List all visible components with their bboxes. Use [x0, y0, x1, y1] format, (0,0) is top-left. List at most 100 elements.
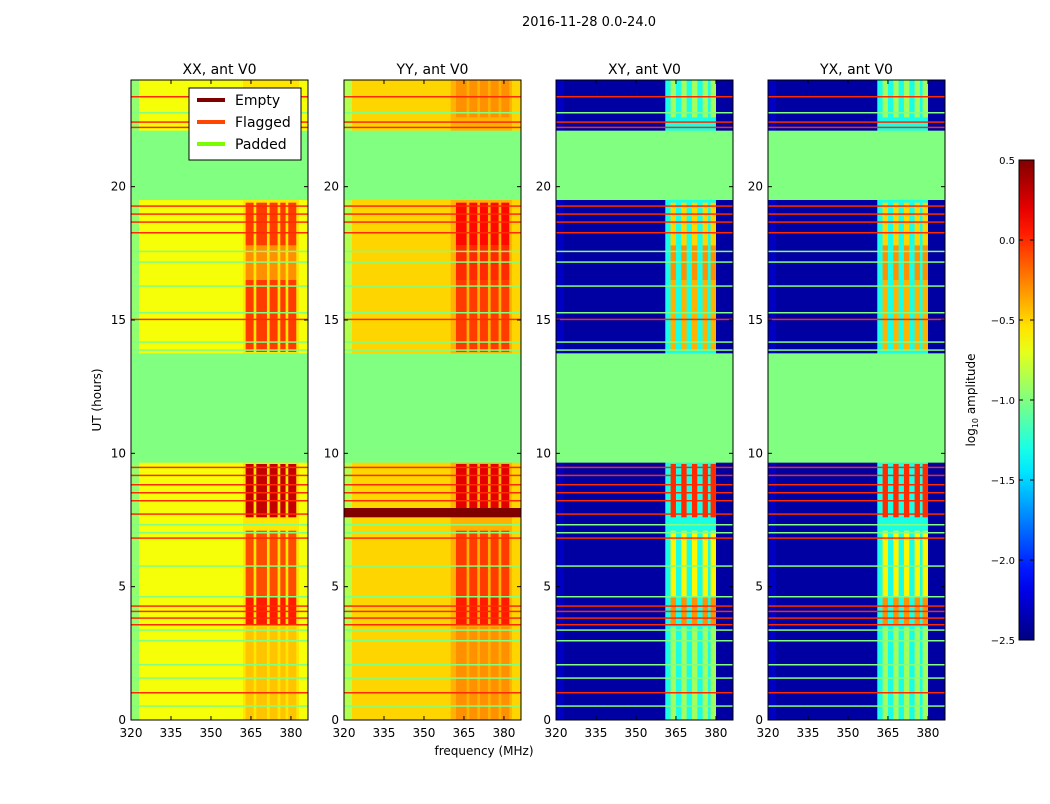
flagged-row	[768, 205, 945, 207]
heatmap-cell	[479, 202, 488, 246]
heatmap-cell	[702, 530, 708, 598]
padded-row	[131, 629, 308, 631]
flagged-row	[556, 500, 733, 502]
heatmap-cell	[256, 597, 267, 624]
colorbar-tick-label: 0.0	[999, 236, 1015, 247]
padded-row	[768, 349, 945, 351]
padded-row	[131, 312, 308, 314]
heatmap-cell	[691, 530, 698, 598]
flagged-row	[131, 466, 308, 469]
colorbar-label: log10 amplitude	[964, 354, 980, 447]
padded-row	[344, 596, 521, 598]
heatmap-cell	[501, 530, 510, 598]
y-tick-label: 10	[536, 446, 551, 460]
heatmap-cell	[882, 202, 888, 246]
colorbar-tick-label: −0.5	[991, 316, 1015, 327]
padded-row	[344, 640, 521, 642]
x-tick-label: 320	[120, 726, 143, 740]
padded-band	[131, 353, 308, 463]
heatmap-cell	[903, 464, 910, 518]
heatmap-cell	[479, 80, 488, 118]
flagged-row	[344, 617, 521, 619]
flagged-row	[344, 96, 521, 98]
padded-row	[768, 629, 945, 631]
x-tick-label: 350	[837, 726, 860, 740]
heatmap-cell	[914, 464, 920, 518]
flagged-row	[131, 492, 308, 494]
heatmap-cell	[469, 530, 478, 598]
flagged-row	[768, 500, 945, 502]
heatmap-cell	[288, 597, 297, 624]
panel-frame	[555, 79, 734, 721]
heatmap-cell	[903, 530, 910, 598]
padded-row	[556, 112, 733, 114]
padded-row	[131, 261, 308, 263]
x-tick-label: 380	[492, 726, 515, 740]
padded-row	[556, 629, 733, 631]
flagged-row	[556, 205, 733, 207]
padded-row	[344, 532, 521, 534]
padded-row	[344, 664, 521, 666]
panel-frame	[767, 79, 946, 721]
heatmap-cell	[245, 597, 254, 624]
y-tick-label: 5	[755, 580, 763, 594]
heatmap-cell	[882, 80, 888, 118]
heatmap-cell	[469, 280, 478, 352]
padded-row	[556, 341, 733, 343]
x-tick-label: 365	[240, 726, 263, 740]
y-tick-label: 20	[111, 180, 126, 194]
y-tick-label: 15	[536, 313, 551, 327]
heatmap-cell	[288, 280, 297, 352]
flagged-row	[768, 484, 945, 486]
flagged-row	[131, 610, 308, 613]
flagged-row	[768, 624, 945, 626]
panel-title: YY, ant V0	[396, 62, 469, 78]
heatmap-body	[768, 80, 945, 720]
x-tick-label: 320	[757, 726, 780, 740]
flagged-row	[768, 537, 945, 539]
heatmap-cell	[256, 202, 267, 246]
heatmap-cell	[670, 530, 676, 598]
heatmap-cell	[882, 464, 888, 518]
flagged-row	[131, 232, 308, 234]
flagged-row	[556, 232, 733, 234]
flagged-row	[131, 624, 308, 626]
heatmap-cell	[490, 464, 499, 508]
heatmap-cell	[903, 80, 910, 118]
heatmap-cell	[469, 202, 478, 246]
flagged-row	[344, 466, 521, 469]
colorbar-tick-label: −1.5	[991, 476, 1015, 487]
flagged-row	[556, 617, 733, 619]
heatmap-cell	[702, 597, 708, 624]
flagged-row	[344, 318, 521, 321]
heatmap-cell	[702, 280, 708, 352]
padded-row	[344, 250, 521, 253]
y-tick-label: 10	[748, 446, 763, 460]
heatmap-cell	[922, 626, 928, 720]
flagged-row	[768, 605, 945, 607]
heatmap-cell	[670, 464, 676, 518]
y-tick-label: 20	[324, 180, 339, 194]
heatmap-cell	[914, 280, 920, 352]
y-tick-label: 10	[324, 446, 339, 460]
flagged-row	[556, 466, 733, 469]
heatmap-cell	[280, 626, 286, 720]
heatmap-cell	[681, 626, 687, 720]
flagged-row	[344, 126, 521, 129]
padded-row	[768, 285, 945, 287]
padded-row	[131, 596, 308, 598]
heatmap-cell	[691, 626, 698, 720]
padded-row	[344, 349, 521, 351]
x-tick-label: 380	[916, 726, 939, 740]
heatmap-cell	[903, 597, 910, 624]
padded-row	[344, 677, 521, 679]
y-tick-label: 20	[748, 180, 763, 194]
heatmap-cell	[245, 530, 254, 598]
padded-row	[131, 640, 308, 642]
flagged-row	[131, 617, 308, 619]
heatmap-cell	[269, 597, 278, 624]
y-tick-label: 15	[748, 313, 763, 327]
heatmap-cell	[702, 626, 708, 720]
padded-row	[556, 524, 733, 526]
heatmap-cell	[479, 280, 488, 352]
